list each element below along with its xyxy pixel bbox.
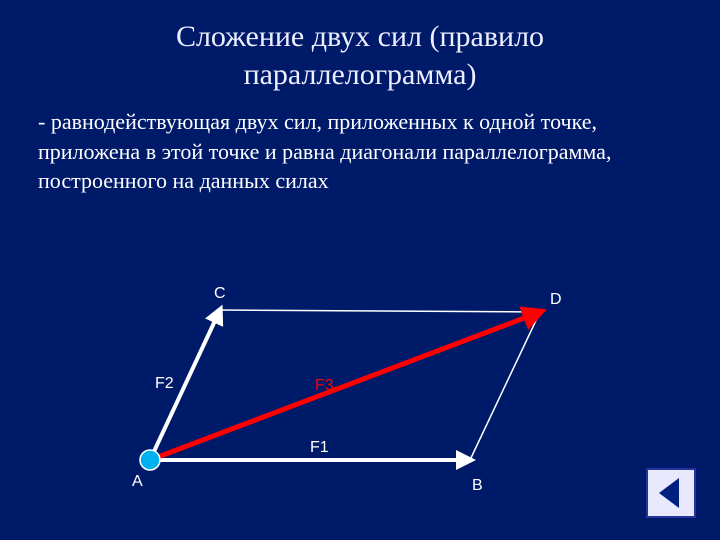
vertex-label-D: D bbox=[550, 291, 562, 308]
diagram-svg: A B C D F1 F2 F3 bbox=[100, 280, 620, 510]
slide-title: Сложение двух сил (правило параллелограм… bbox=[0, 0, 720, 93]
edge-CD bbox=[220, 310, 540, 312]
slide-root: Сложение двух сил (правило параллелограм… bbox=[0, 0, 720, 540]
vertex-label-B: B bbox=[472, 477, 483, 494]
force-label-F2: F2 bbox=[155, 375, 174, 392]
origin-point bbox=[140, 450, 160, 470]
vertex-label-A: A bbox=[132, 473, 143, 490]
title-line-2: параллелограмма) bbox=[244, 58, 477, 91]
force-label-F3: F3 bbox=[315, 377, 334, 394]
vertex-label-C: C bbox=[214, 285, 226, 302]
force-label-F1: F1 bbox=[310, 439, 329, 456]
definition-text: - равнодействующая двух сил, приложенных… bbox=[0, 93, 720, 196]
back-arrow-icon bbox=[646, 468, 696, 518]
parallelogram-diagram: A B C D F1 F2 F3 bbox=[100, 280, 620, 510]
back-button[interactable] bbox=[646, 468, 696, 518]
title-line-1: Сложение двух сил (правило bbox=[176, 20, 544, 53]
